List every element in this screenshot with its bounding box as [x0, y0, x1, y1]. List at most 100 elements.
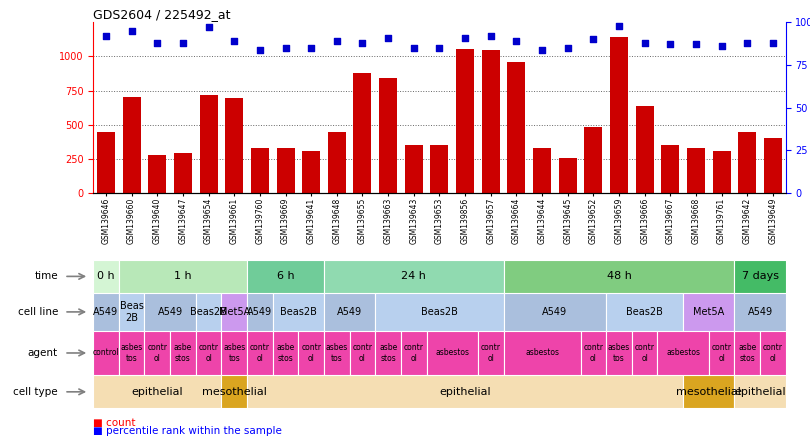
Text: asbes
tos: asbes tos	[608, 343, 630, 363]
Text: control: control	[92, 349, 119, 357]
Bar	[430, 145, 449, 193]
Text: A549: A549	[247, 307, 272, 317]
Bar	[221, 375, 247, 408]
Bar	[93, 331, 119, 375]
Bar	[683, 293, 735, 331]
Bar	[247, 260, 324, 293]
Text: time: time	[34, 271, 58, 281]
Bar	[606, 293, 683, 331]
Point	[202, 24, 215, 31]
Text: Beas2B: Beas2B	[280, 307, 317, 317]
Bar	[251, 148, 269, 193]
Text: mesothelial: mesothelial	[676, 387, 741, 397]
Point	[535, 46, 548, 53]
Text: ■ percentile rank within the sample: ■ percentile rank within the sample	[93, 426, 282, 436]
Bar	[328, 132, 346, 193]
Bar	[144, 331, 170, 375]
Bar	[456, 49, 474, 193]
Text: asbestos: asbestos	[666, 349, 700, 357]
Point	[382, 34, 394, 41]
Bar	[375, 293, 504, 331]
Point	[663, 41, 676, 48]
Text: contr
ol: contr ol	[583, 343, 603, 363]
Bar	[97, 131, 115, 193]
Text: ■ count: ■ count	[93, 418, 135, 428]
Text: asbes
tos: asbes tos	[121, 343, 143, 363]
Bar	[713, 151, 731, 193]
Bar	[507, 62, 526, 193]
Text: 24 h: 24 h	[401, 271, 426, 281]
Text: Beas2B: Beas2B	[190, 307, 227, 317]
Bar	[683, 375, 735, 408]
Bar	[119, 331, 144, 375]
Point	[612, 22, 625, 29]
Text: epithelial: epithelial	[131, 387, 183, 397]
Text: contr
ol: contr ol	[763, 343, 783, 363]
Point	[407, 44, 420, 52]
Point	[586, 36, 599, 43]
Text: mesothelial: mesothelial	[202, 387, 266, 397]
Point	[510, 37, 523, 44]
Bar	[559, 158, 577, 193]
Bar	[148, 155, 166, 193]
Text: asbestos: asbestos	[525, 349, 559, 357]
Text: 6 h: 6 h	[277, 271, 294, 281]
Bar	[196, 293, 221, 331]
Text: agent: agent	[28, 348, 58, 358]
Point	[177, 39, 190, 46]
Bar	[735, 331, 760, 375]
Bar	[273, 293, 324, 331]
Text: asbes
tos: asbes tos	[223, 343, 245, 363]
Bar	[93, 260, 119, 293]
Bar	[504, 260, 735, 293]
Bar	[119, 293, 144, 331]
Point	[458, 34, 471, 41]
Text: Beas
2B: Beas 2B	[120, 301, 143, 323]
Bar	[119, 260, 247, 293]
Bar	[199, 95, 218, 193]
Bar	[221, 331, 247, 375]
Text: 48 h: 48 h	[607, 271, 632, 281]
Text: asbestos: asbestos	[435, 349, 469, 357]
Text: A549: A549	[157, 307, 183, 317]
Bar	[610, 37, 628, 193]
Bar	[533, 148, 551, 193]
Point	[561, 44, 574, 52]
Bar	[122, 97, 141, 193]
Bar	[504, 331, 581, 375]
Bar	[658, 331, 709, 375]
Bar	[405, 145, 423, 193]
Bar	[225, 98, 243, 193]
Bar	[247, 293, 273, 331]
Bar	[584, 127, 603, 193]
Bar	[247, 375, 683, 408]
Bar	[738, 131, 757, 193]
Bar	[298, 331, 324, 375]
Bar	[350, 331, 375, 375]
Bar	[247, 331, 273, 375]
Text: contr
ol: contr ol	[147, 343, 168, 363]
Bar	[324, 331, 350, 375]
Point	[484, 32, 497, 40]
Bar	[379, 78, 397, 193]
Bar	[427, 331, 478, 375]
Text: contr
ol: contr ol	[403, 343, 424, 363]
Point	[125, 27, 138, 34]
Bar	[735, 260, 786, 293]
Point	[740, 39, 753, 46]
Bar	[174, 153, 192, 193]
Bar	[504, 293, 606, 331]
Text: 0 h: 0 h	[97, 271, 115, 281]
Bar	[170, 331, 196, 375]
Text: A549: A549	[748, 307, 773, 317]
Bar	[636, 106, 654, 193]
Point	[638, 39, 651, 46]
Bar	[401, 331, 427, 375]
Point	[305, 44, 318, 52]
Text: cell type: cell type	[13, 387, 58, 397]
Text: A549: A549	[542, 307, 568, 317]
Bar	[735, 375, 786, 408]
Point	[433, 44, 446, 52]
Text: contr
ol: contr ol	[480, 343, 501, 363]
Text: Beas2B: Beas2B	[421, 307, 458, 317]
